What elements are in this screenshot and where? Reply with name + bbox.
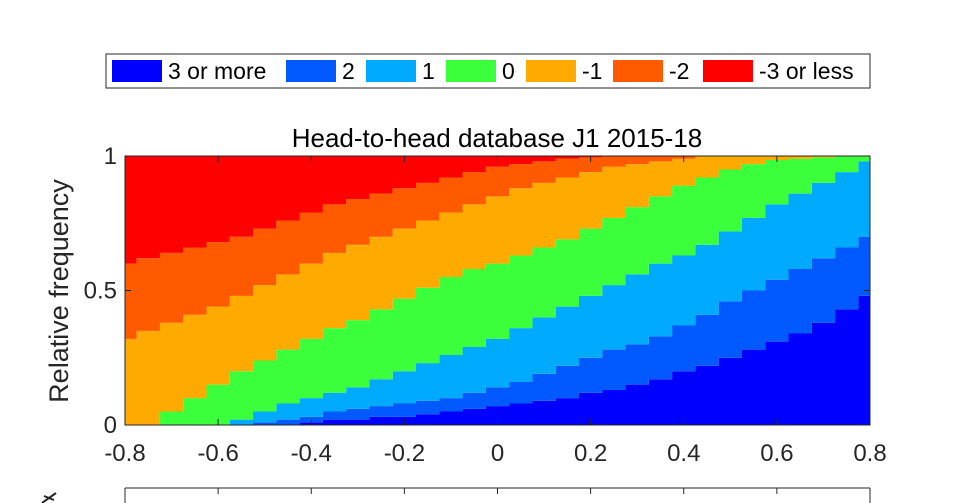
- x-axis: -0.8 -0.6 -0.4 -0.2 0 0.2 0.4 0.6 0.8: [104, 156, 887, 467]
- y-tick-label: 1: [104, 143, 117, 170]
- legend-swatch: [526, 60, 576, 82]
- legend-label: -1: [582, 58, 602, 84]
- area-series-5: [125, 156, 870, 339]
- x-tick-label: 0.4: [667, 440, 700, 467]
- y-axis-label: Relative frequency: [44, 179, 74, 403]
- legend-label: 3 or more: [168, 58, 266, 84]
- legend-entry: 1: [366, 58, 435, 84]
- x-tick-label: 0: [491, 440, 504, 467]
- chart-title: Head-to-head database J1 2015-18: [292, 123, 703, 153]
- legend-label: -3 or less: [759, 58, 854, 84]
- legend-swatch: [112, 60, 162, 82]
- legend-entry: 0: [446, 58, 515, 84]
- legend-label: -2: [669, 58, 689, 84]
- legend: 3 or more 2 1 0 -1 -2 -3 or less: [105, 53, 871, 89]
- legend-label: 2: [342, 58, 355, 84]
- legend-swatch: [446, 60, 496, 82]
- area-series-6: [125, 156, 870, 264]
- x-tick-label: 0.2: [574, 440, 607, 467]
- x-tick-label: -0.6: [197, 440, 238, 467]
- y-axis: 00.51: [84, 143, 870, 439]
- area-series-2: [125, 161, 870, 425]
- legend-entry: 3 or more: [112, 58, 266, 84]
- y-tick-label: 0: [104, 412, 117, 439]
- legend-swatch: [613, 60, 663, 82]
- legend-swatch: [366, 60, 416, 82]
- legend-swatch: [286, 60, 336, 82]
- area-series-4: [125, 156, 870, 425]
- area-series-0: [125, 295, 870, 425]
- plot-area: [125, 156, 870, 425]
- legend-label: 0: [502, 58, 515, 84]
- legend-entry: 2: [286, 58, 355, 84]
- legend-entry: -3 or less: [703, 58, 854, 84]
- lower-panel-label-fragment: [41, 492, 57, 503]
- legend-entry: -2: [613, 58, 689, 84]
- x-tick-label: -0.8: [104, 440, 145, 467]
- x-tick-label: 0.6: [760, 440, 793, 467]
- y-tick-label: 0.5: [84, 278, 117, 305]
- x-tick-label: -0.2: [384, 440, 425, 467]
- x-tick-label: -0.4: [291, 440, 332, 467]
- legend-entry: -1: [526, 58, 602, 84]
- area-series-3: [125, 156, 870, 425]
- lower-panel-top: [41, 487, 871, 503]
- legend-swatch: [703, 60, 753, 82]
- x-tick-label: 0.8: [853, 440, 886, 467]
- legend-label: 1: [422, 58, 435, 84]
